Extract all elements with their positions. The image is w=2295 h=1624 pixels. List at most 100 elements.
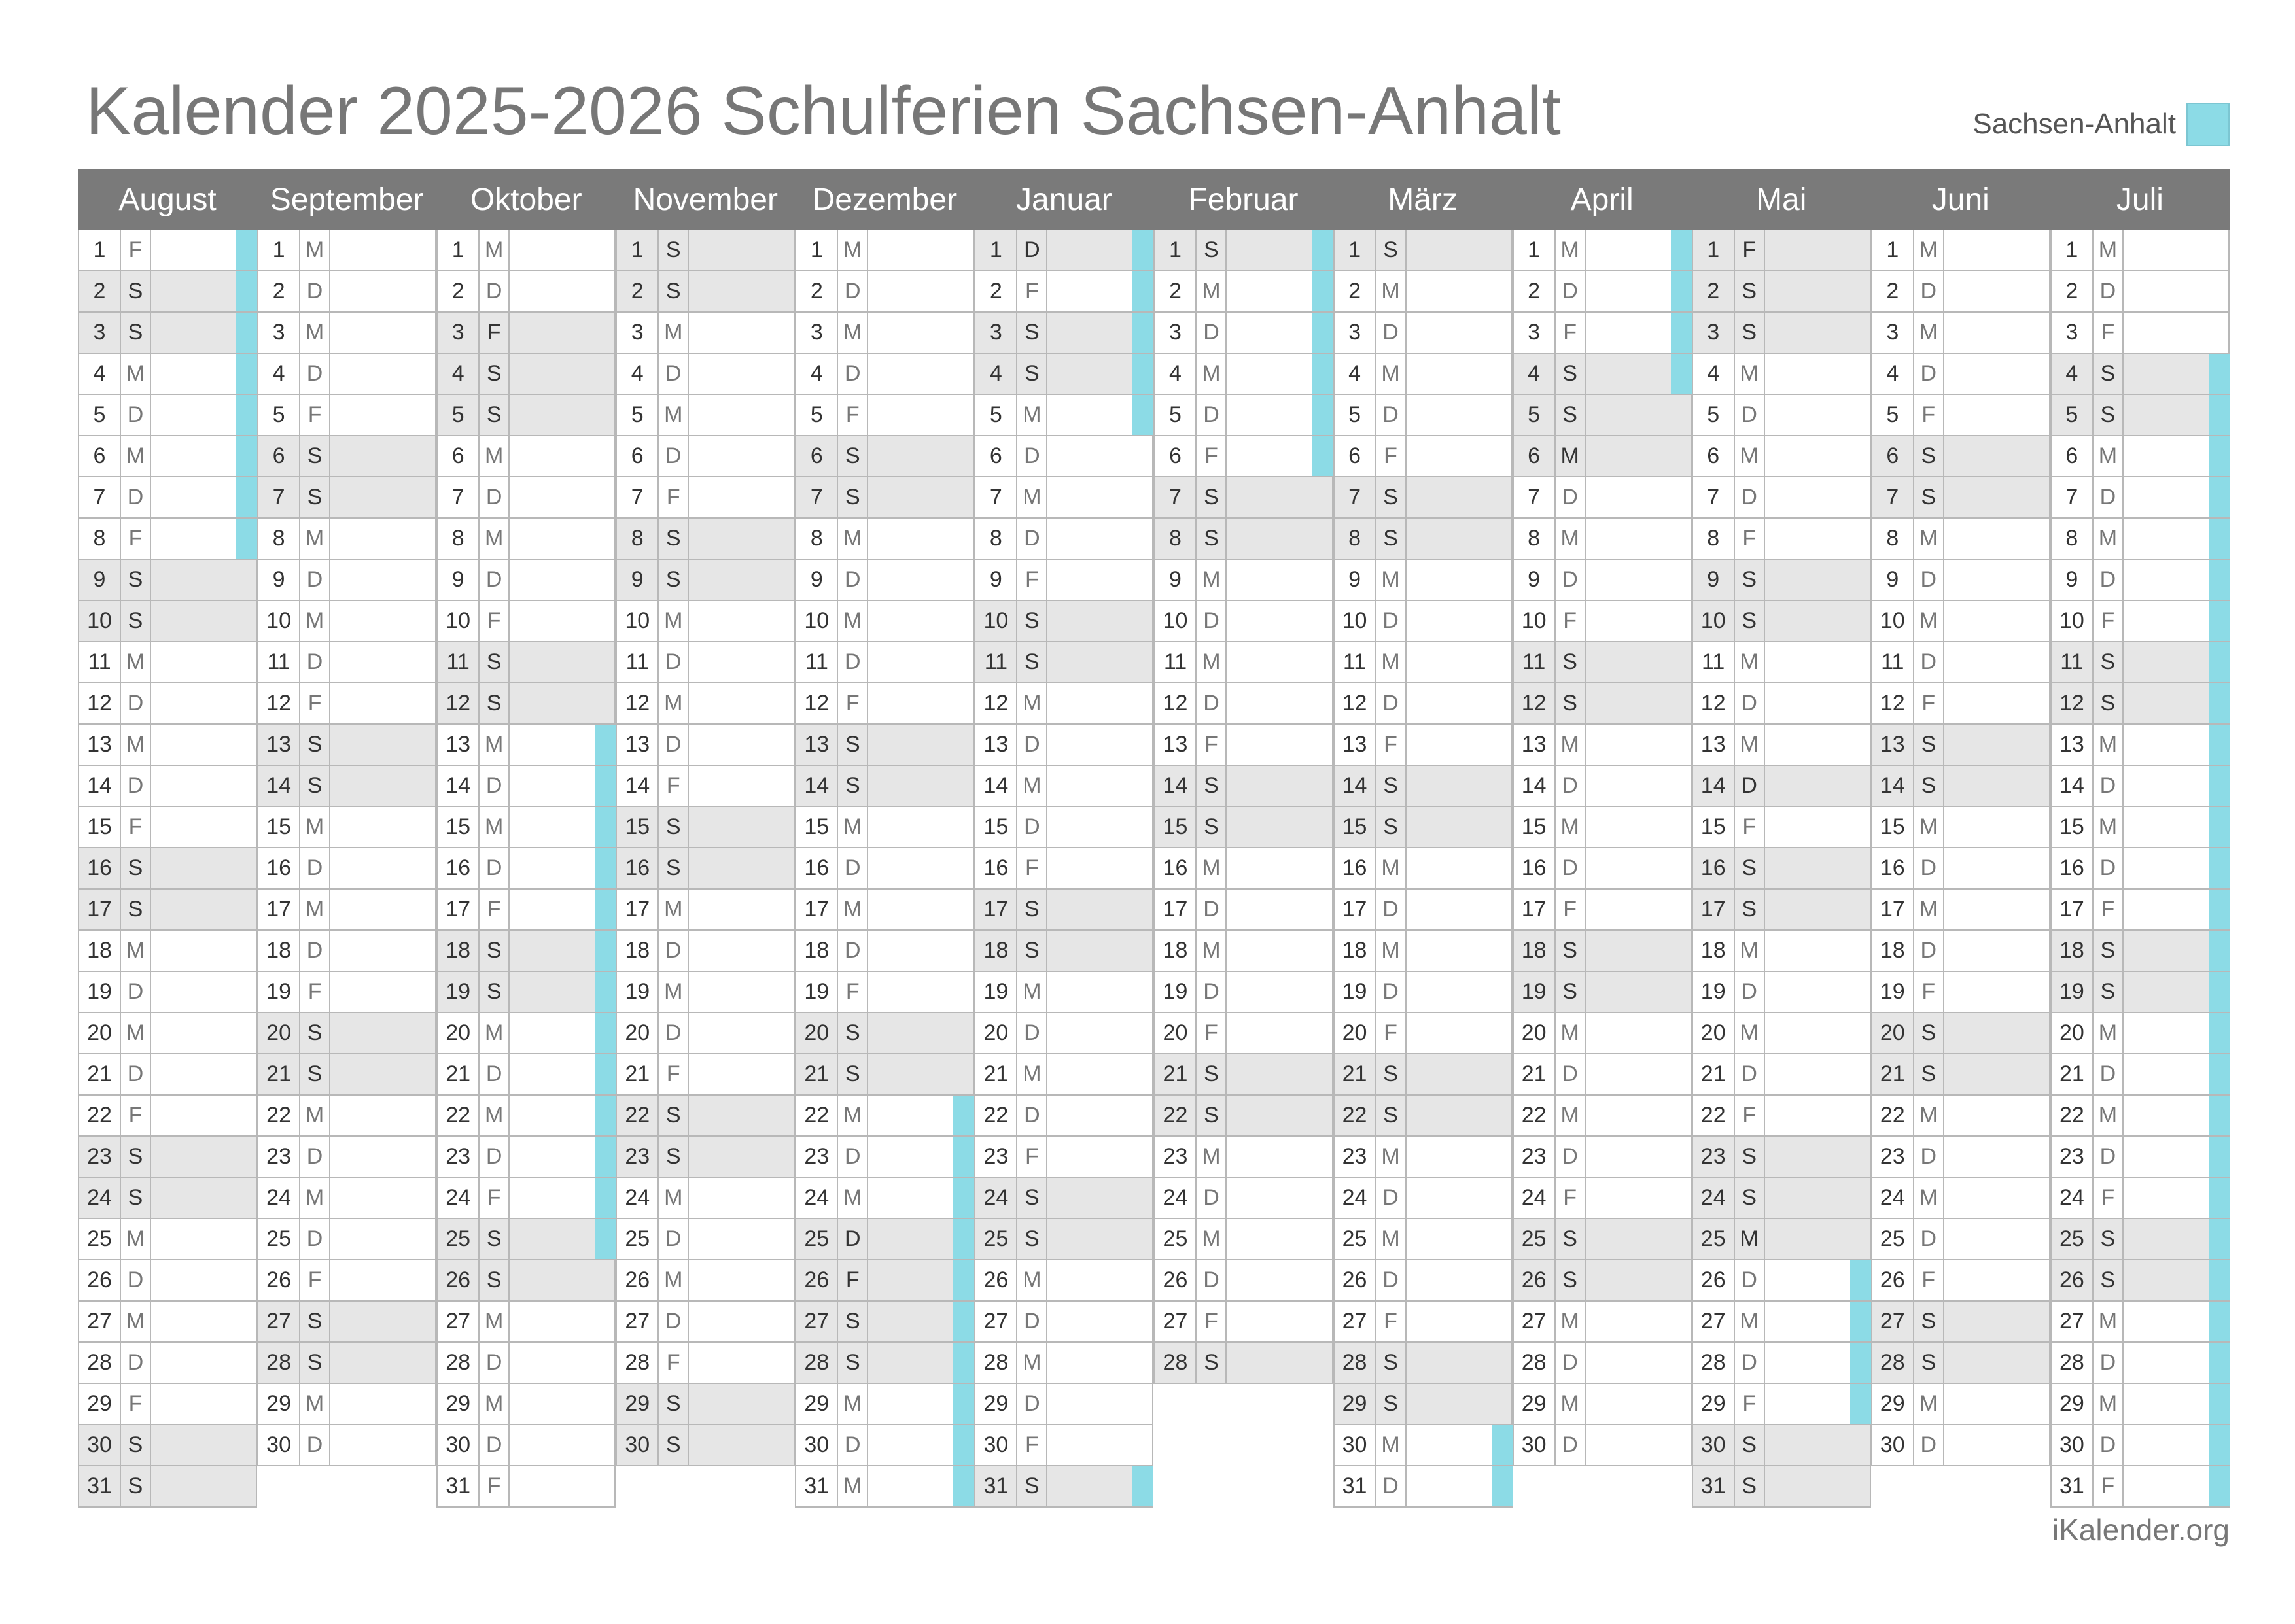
day-cell: 19 D	[78, 972, 258, 1013]
day-number: 18	[617, 931, 659, 971]
day-weekday: S	[121, 313, 151, 353]
day-weekday: S	[1556, 931, 1586, 971]
day-note-area	[689, 354, 794, 394]
day-weekday: S	[1735, 890, 1765, 929]
day-weekday: S	[1735, 1178, 1765, 1218]
day-cell: 28 S	[1333, 1343, 1513, 1384]
day-weekday: S	[300, 1343, 331, 1383]
day-note-area	[1407, 807, 1511, 847]
day-number: 19	[1335, 972, 1376, 1012]
day-note-area	[510, 1466, 614, 1506]
day-number: 25	[1155, 1219, 1197, 1259]
day-weekday: D	[1914, 354, 1944, 394]
day-number: 17	[258, 890, 301, 929]
day-number: 22	[1693, 1096, 1735, 1135]
day-number: 3	[975, 313, 1018, 353]
day-weekday: M	[1376, 848, 1407, 888]
day-cell: 26 M	[974, 1260, 1154, 1302]
day-weekday: S	[1735, 560, 1765, 600]
day-number: 30	[1872, 1425, 1914, 1465]
day-weekday: M	[1914, 1178, 1944, 1218]
day-cell: 15 M	[1512, 807, 1692, 848]
day-cell: 15 M	[1870, 807, 2050, 848]
day-number: 14	[1514, 766, 1556, 806]
day-number: 3	[1872, 313, 1914, 353]
day-number: 25	[1335, 1219, 1376, 1259]
holiday-marker	[2208, 560, 2230, 600]
day-cell: 24 S	[78, 1178, 258, 1219]
day-weekday: D	[1017, 725, 1048, 765]
day-number: 2	[975, 271, 1018, 311]
day-number: 15	[258, 807, 301, 847]
day-number: 23	[1872, 1137, 1914, 1177]
day-number: 17	[1335, 890, 1376, 929]
day-note-area	[1944, 683, 2049, 723]
day-number: 30	[79, 1425, 121, 1465]
day-note-area	[151, 890, 256, 929]
day-note-area	[1407, 1384, 1511, 1424]
day-number: 3	[1335, 313, 1376, 353]
day-note-area	[151, 1260, 256, 1300]
day-number: 14	[1335, 766, 1376, 806]
day-weekday: D	[1735, 683, 1765, 723]
day-number: 27	[1693, 1302, 1735, 1341]
day-weekday: M	[1017, 972, 1048, 1012]
day-number: 1	[1335, 230, 1376, 270]
day-weekday: M	[838, 1096, 869, 1135]
day-weekday: D	[2094, 848, 2124, 888]
day-weekday: S	[659, 848, 690, 888]
day-weekday: S	[300, 477, 331, 517]
day-note-area	[868, 972, 973, 1012]
day-number: 20	[1335, 1013, 1376, 1053]
day-weekday: F	[838, 395, 869, 435]
day-number: 26	[617, 1260, 659, 1300]
day-number: 6	[79, 436, 121, 476]
day-number: 11	[1335, 642, 1376, 682]
day-weekday: M	[1017, 477, 1048, 517]
day-number: 28	[2052, 1343, 2094, 1383]
day-weekday: S	[1197, 807, 1227, 847]
day-weekday: M	[1197, 1219, 1227, 1259]
day-number: 17	[1872, 890, 1914, 929]
holiday-marker	[236, 519, 258, 559]
footer-source[interactable]: iKalender.org	[2052, 1513, 2230, 1547]
day-note-area	[1586, 1384, 1691, 1424]
day-cell: 22 S	[616, 1096, 796, 1137]
day-number: 9	[438, 560, 480, 600]
day-cell: 11 S	[1512, 642, 1692, 683]
day-number: 5	[1693, 395, 1735, 435]
day-number: 14	[617, 766, 659, 806]
day-note-area	[1227, 1137, 1331, 1177]
day-number: 23	[796, 1137, 839, 1177]
day-weekday: D	[480, 1137, 510, 1177]
day-cell: 26 S	[1512, 1260, 1692, 1302]
day-number: 29	[1693, 1384, 1735, 1424]
day-note-area	[510, 230, 614, 270]
day-number: 15	[796, 807, 839, 847]
month-column-juli: 1 M 2 D 3 F 4 S 5 S 6 M 7 D 8 M 9 D 10 F 11 S 12 S 13 M 14 D 15 M 16 D 1…	[2050, 230, 2230, 1508]
day-cell: 22 M	[1512, 1096, 1692, 1137]
day-cell: 27 M	[1691, 1302, 1871, 1343]
holiday-marker	[595, 848, 616, 888]
day-number: 23	[1514, 1137, 1556, 1177]
day-number: 12	[258, 683, 301, 723]
day-number: 13	[1693, 725, 1735, 765]
day-note-area	[1047, 1425, 1152, 1465]
day-note-area	[1944, 848, 2049, 888]
day-number: 16	[1872, 848, 1914, 888]
day-note-area	[1047, 1260, 1152, 1300]
day-note-area	[1944, 1054, 2049, 1094]
day-note-area	[1047, 807, 1152, 847]
holiday-marker	[2208, 354, 2230, 394]
day-weekday: S	[480, 972, 510, 1012]
day-note-area	[1586, 1260, 1691, 1300]
day-weekday: F	[1914, 395, 1944, 435]
day-cell: 12 F	[795, 683, 975, 725]
day-cell: 10 M	[616, 601, 796, 642]
day-weekday: D	[1376, 395, 1407, 435]
